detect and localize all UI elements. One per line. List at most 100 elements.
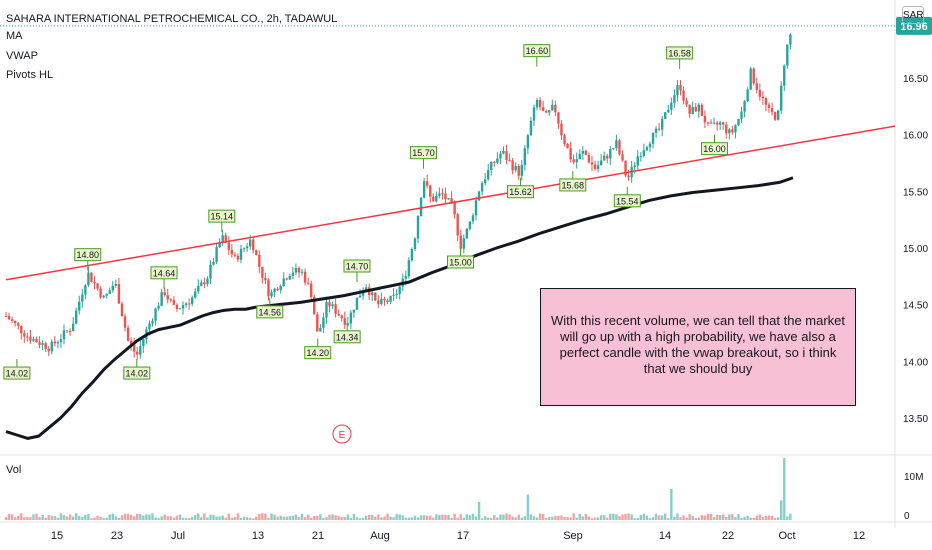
candle-body — [364, 287, 368, 292]
trendline — [5, 125, 896, 281]
candle-body — [90, 272, 93, 282]
volume-bar — [645, 515, 649, 520]
event-marker-icon[interactable] — [332, 424, 352, 444]
pivot-box — [123, 366, 151, 380]
volume-bar — [789, 513, 792, 520]
candle-body — [755, 83, 758, 90]
candle-body — [325, 301, 328, 318]
volume-bar — [499, 514, 502, 520]
volume-bar — [673, 516, 676, 520]
candle-body — [175, 304, 179, 310]
event-marker[interactable]: E — [332, 424, 352, 444]
volume-bar — [535, 517, 539, 520]
volume-bar — [722, 514, 725, 520]
candle-body — [395, 293, 398, 295]
currency-button[interactable]: SAR — [902, 6, 924, 24]
volume-bar — [636, 517, 639, 520]
volume-bar — [102, 518, 105, 520]
candle-body — [160, 292, 163, 306]
candle-body — [255, 250, 258, 255]
volume-bar — [505, 513, 508, 520]
volume-bar — [612, 513, 615, 520]
volume-bar — [145, 514, 148, 520]
candle-body — [786, 44, 789, 66]
candle-body — [212, 261, 215, 265]
candle-body — [676, 85, 679, 96]
time-tick-label: 12 — [853, 530, 865, 542]
volume-bar — [526, 494, 530, 520]
candle-body — [642, 150, 646, 157]
candle-body — [651, 132, 655, 144]
annotation-note[interactable]: With this recent volume, we can tell tha… — [540, 288, 856, 406]
volume-bar — [477, 501, 481, 520]
candle-body — [435, 195, 438, 202]
volume-bar — [96, 515, 99, 520]
volume-bar — [718, 514, 722, 520]
candle-body — [575, 159, 578, 163]
volume-bar — [90, 518, 93, 520]
price-tick-label: 14.50 — [903, 301, 928, 312]
candle-body — [29, 336, 32, 341]
candle-body — [517, 166, 520, 176]
volume-bar — [200, 517, 203, 520]
candle-body — [679, 85, 682, 91]
candle-body — [68, 330, 72, 332]
volume-bar — [50, 515, 53, 520]
volume-bar — [648, 518, 652, 520]
volume-bar — [572, 513, 575, 520]
volume-bar — [584, 513, 588, 520]
candle-body — [322, 317, 325, 328]
symbol-title[interactable]: SAHARA INTERNATIONAL PETROCHEMICAL CO., … — [6, 13, 338, 25]
candle-body — [483, 179, 487, 184]
candle-body — [444, 193, 447, 200]
candle-body — [480, 183, 484, 192]
candle-body — [551, 104, 554, 111]
volume-bar — [773, 518, 777, 520]
pivot-label: 14.64 — [153, 268, 176, 278]
candle-body — [7, 316, 11, 320]
volume-bar — [630, 514, 633, 520]
volume-bar — [541, 514, 545, 520]
candle-body — [718, 122, 722, 125]
volume-bar — [218, 516, 221, 520]
pivot-box — [409, 146, 437, 160]
volume-bar — [593, 517, 597, 520]
candle-body — [578, 153, 581, 160]
volume-bar — [13, 517, 17, 520]
volume-bar — [566, 517, 569, 520]
time-tick-label: 23 — [111, 530, 123, 542]
pivot-label: 16.60 — [526, 46, 549, 56]
candle-body — [606, 155, 609, 159]
pivot-label: 15.00 — [449, 258, 472, 268]
volume-bar — [114, 516, 118, 520]
candle-body — [572, 159, 575, 163]
volume-bar — [56, 517, 60, 520]
volume-bar — [407, 517, 411, 520]
volume-bar — [355, 517, 359, 520]
pivot-label: 15.62 — [509, 187, 532, 197]
volume-bar — [310, 517, 313, 520]
indicator-vwap[interactable]: VWAP — [6, 50, 38, 62]
indicator-ma[interactable]: MA — [6, 30, 23, 42]
candle-body — [279, 286, 282, 291]
volume-bar — [575, 517, 578, 520]
volume-bar — [596, 517, 600, 520]
volume-bar — [694, 517, 697, 520]
volume-bar — [236, 513, 240, 520]
candle-body — [425, 181, 429, 186]
volume-bar — [545, 518, 548, 520]
candle-body — [453, 202, 456, 215]
volume-bar — [261, 513, 264, 520]
volume-bar — [688, 514, 691, 520]
volume-bar — [377, 514, 380, 520]
candle-body — [236, 255, 240, 260]
candle-body — [566, 143, 569, 149]
indicator-pivots[interactable]: Pivots HL — [6, 69, 54, 81]
volume-bar — [682, 515, 685, 520]
volume-bar — [126, 513, 130, 520]
volume-bar — [523, 516, 527, 520]
candle-body — [621, 154, 624, 161]
candle-body — [715, 122, 719, 125]
candle-body — [386, 300, 389, 302]
